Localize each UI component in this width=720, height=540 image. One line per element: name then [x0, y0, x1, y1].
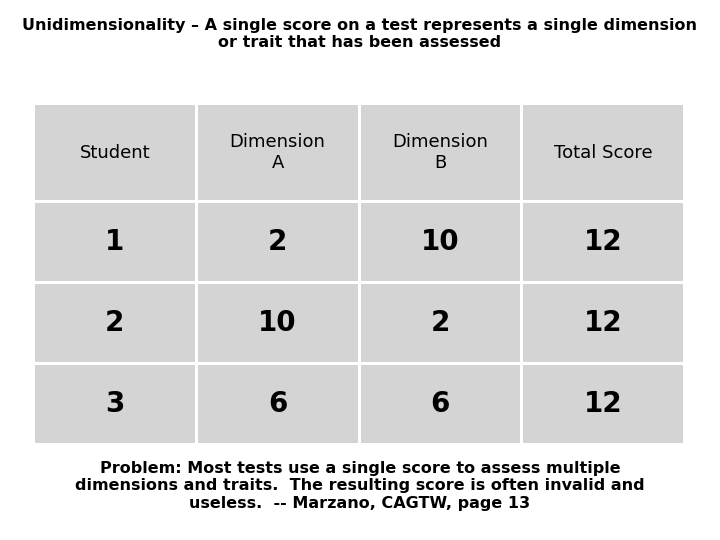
Bar — [361, 105, 521, 200]
Bar — [523, 203, 683, 281]
Text: Unidimensionality – A single score on a test represents a single dimension
or tr: Unidimensionality – A single score on a … — [22, 18, 698, 50]
Bar — [35, 203, 194, 281]
Text: Problem: Most tests use a single score to assess multiple
dimensions and traits.: Problem: Most tests use a single score t… — [75, 461, 645, 511]
Text: 10: 10 — [421, 228, 459, 256]
Bar — [198, 105, 358, 200]
Bar — [198, 203, 358, 281]
Bar — [198, 365, 358, 443]
Bar — [35, 284, 194, 362]
Text: Dimension
A: Dimension A — [230, 133, 325, 172]
Bar — [35, 105, 194, 200]
Bar — [361, 203, 521, 281]
Text: 2: 2 — [105, 309, 125, 337]
Text: 6: 6 — [431, 390, 450, 418]
Text: Dimension
B: Dimension B — [392, 133, 488, 172]
Text: 2: 2 — [431, 309, 450, 337]
Bar — [35, 365, 194, 443]
Text: 12: 12 — [584, 390, 622, 418]
Text: Total Score: Total Score — [554, 144, 652, 161]
Bar — [523, 105, 683, 200]
Bar — [361, 284, 521, 362]
Text: 12: 12 — [584, 309, 622, 337]
Bar — [523, 365, 683, 443]
Text: Student: Student — [80, 144, 150, 161]
Text: 3: 3 — [105, 390, 125, 418]
Bar — [198, 284, 358, 362]
Bar — [361, 365, 521, 443]
Text: 2: 2 — [268, 228, 287, 256]
Text: 12: 12 — [584, 228, 622, 256]
Text: 1: 1 — [105, 228, 125, 256]
Text: 10: 10 — [258, 309, 297, 337]
Bar — [523, 284, 683, 362]
Text: 6: 6 — [268, 390, 287, 418]
